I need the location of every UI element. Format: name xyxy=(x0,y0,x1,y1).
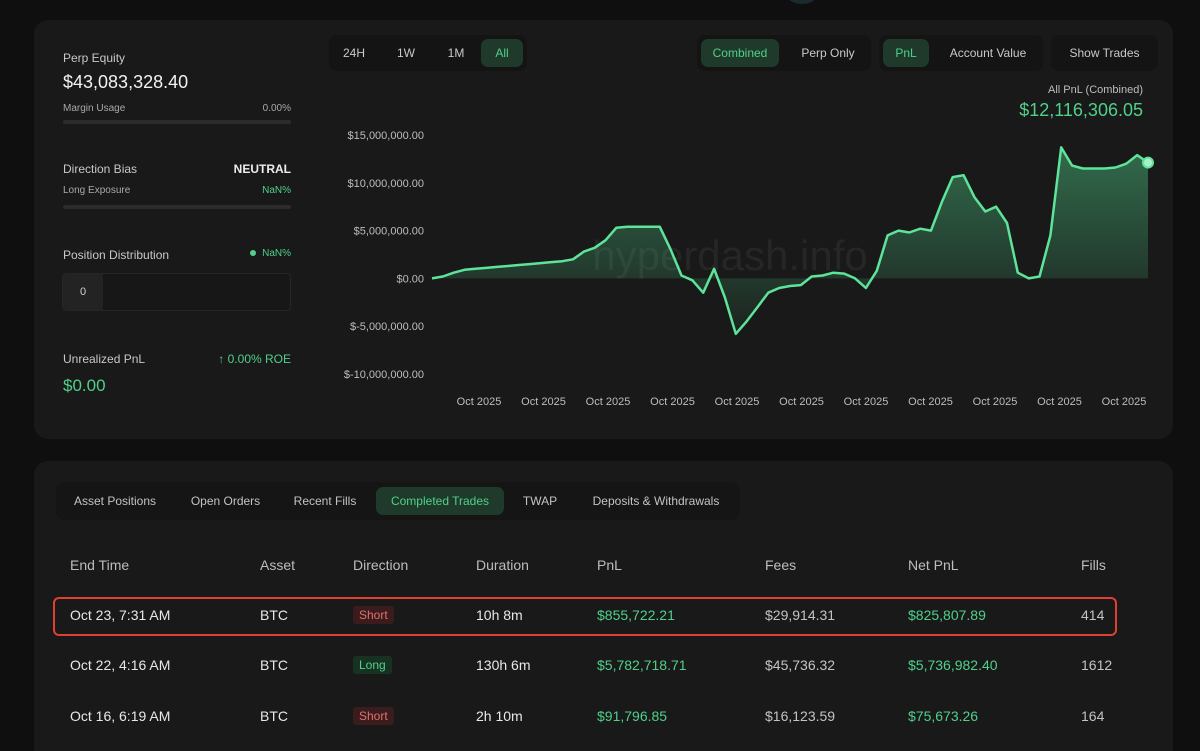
x-tick-label: Oct 2025 xyxy=(650,396,695,408)
y-tick-label: $-5,000,000.00 xyxy=(350,321,424,333)
cell-asset: BTC xyxy=(260,607,288,623)
col-direction[interactable]: Direction xyxy=(353,557,409,573)
cell-pnl: $5,782,718.71 xyxy=(597,657,687,673)
cell-duration: 10h 8m xyxy=(476,607,523,623)
show-trades-button[interactable]: Show Trades xyxy=(1069,46,1140,60)
top-avatar-edge xyxy=(780,0,824,4)
long-exposure-bar xyxy=(63,205,291,209)
metric-selector: PnL Account Value xyxy=(879,35,1043,71)
cell-pnl: $855,722.21 xyxy=(597,607,675,623)
tab-open-orders[interactable]: Open Orders xyxy=(190,494,261,508)
mode-combined-button[interactable]: Combined xyxy=(701,39,779,67)
direction-bias-label: Direction Bias xyxy=(63,162,138,176)
unrealized-pnl-label: Unrealized PnL xyxy=(63,352,146,366)
mode-perp-only-button[interactable]: Perp Only xyxy=(801,46,855,60)
cell-pnl: $91,796.85 xyxy=(597,708,668,724)
tab-completed-trades[interactable]: Completed Trades xyxy=(376,487,504,515)
metric-account-value-button[interactable]: Account Value xyxy=(949,46,1027,60)
cell-end-time: Oct 23, 7:31 AM xyxy=(70,607,171,623)
cell-fees: $45,736.32 xyxy=(765,657,836,673)
cell-fills: 164 xyxy=(1081,708,1105,724)
margin-usage-value: 0.00% xyxy=(262,103,291,114)
direction-badge: Long xyxy=(353,656,392,674)
unrealized-pnl-value: $0.00 xyxy=(63,376,106,395)
cell-end-time: Oct 16, 6:19 AM xyxy=(70,708,171,724)
show-trades-wrapper: Show Trades xyxy=(1051,35,1158,71)
tab-asset-positions[interactable]: Asset Positions xyxy=(73,494,157,508)
cell-fees: $29,914.31 xyxy=(765,607,836,623)
cell-asset: BTC xyxy=(260,708,288,724)
mode-selector: Combined Perp Only xyxy=(697,35,871,71)
direction-badge: Short xyxy=(353,606,394,624)
cell-duration: 130h 6m xyxy=(476,657,531,673)
tab-deposits-withdrawals[interactable]: Deposits & Withdrawals xyxy=(592,494,720,508)
pnl-area xyxy=(432,147,1148,334)
y-tick-label: $-10,000,000.00 xyxy=(344,369,424,381)
long-exposure-value: NaN% xyxy=(262,185,291,196)
y-tick-label: $5,000,000.00 xyxy=(354,226,424,238)
direction-bias-value: NEUTRAL xyxy=(233,162,291,176)
col-fills[interactable]: Fills xyxy=(1081,557,1106,573)
cell-fills: 414 xyxy=(1081,607,1105,623)
col-end-time[interactable]: End Time xyxy=(70,557,130,573)
pnl-line xyxy=(431,146,1149,336)
margin-usage-bar xyxy=(63,120,291,124)
chart-total-value: $12,116,306.05 xyxy=(1019,100,1143,120)
y-tick-label: $0.00 xyxy=(396,273,424,285)
position-distribution-label: Position Distribution xyxy=(63,248,170,262)
x-tick-label: Oct 2025 xyxy=(586,396,631,408)
perp-equity-label: Perp Equity xyxy=(63,51,126,65)
col-asset[interactable]: Asset xyxy=(260,557,296,573)
time-range-selector: 24H 1W 1M All xyxy=(329,35,527,71)
cell-net-pnl: $75,673.26 xyxy=(908,708,979,724)
metric-pnl-button[interactable]: PnL xyxy=(883,39,929,67)
long-exposure-label: Long Exposure xyxy=(63,185,131,196)
trades-tab-bar: Asset Positions Open Orders Recent Fills… xyxy=(56,482,740,520)
x-tick-label: Oct 2025 xyxy=(908,396,953,408)
cell-fills: 1612 xyxy=(1081,657,1113,673)
cell-end-time: Oct 22, 4:16 AM xyxy=(70,657,171,673)
range-all-button[interactable]: All xyxy=(481,39,523,67)
range-24h-button[interactable]: 24H xyxy=(342,46,365,60)
cell-net-pnl: $5,736,982.40 xyxy=(908,657,998,673)
col-pnl[interactable]: PnL xyxy=(597,557,622,573)
col-fees[interactable]: Fees xyxy=(765,557,797,573)
range-1m-button[interactable]: 1M xyxy=(447,46,465,60)
direction-badge: Short xyxy=(353,707,394,725)
x-tick-label: Oct 2025 xyxy=(715,396,760,408)
position-distribution-cell: 0 xyxy=(63,274,103,310)
x-tick-label: Oct 2025 xyxy=(1037,396,1082,408)
cell-net-pnl: $825,807.89 xyxy=(908,607,986,623)
position-distribution-bar: 0 xyxy=(62,273,291,311)
margin-usage-label: Margin Usage xyxy=(63,103,126,114)
perp-equity-value: $43,083,328.40 xyxy=(63,72,189,92)
x-tick-label: Oct 2025 xyxy=(1102,396,1147,408)
cell-asset: BTC xyxy=(260,657,288,673)
position-distribution-text: NaN% xyxy=(262,248,291,259)
x-tick-label: Oct 2025 xyxy=(973,396,1018,408)
x-axis: Oct 2025 Oct 2025 Oct 2025 Oct 2025 Oct 2025… xyxy=(457,396,1147,408)
chart-title: All PnL (Combined) xyxy=(1048,84,1143,96)
status-dot-icon xyxy=(250,250,257,257)
y-axis: $15,000,000.00 $10,000,000.00 $5,000,000.0… xyxy=(344,130,424,381)
pnl-endpoint-marker[interactable] xyxy=(1142,156,1154,169)
range-1w-button[interactable]: 1W xyxy=(397,46,415,60)
pnl-chart: hyperdash.info $15,000,000.00$10,000,000… xyxy=(344,130,1154,408)
unrealized-roe: ↑ 0.00% ROE xyxy=(218,352,291,366)
row-highlight-box xyxy=(53,597,1117,636)
y-tick-label: $15,000,000.00 xyxy=(348,130,424,142)
col-net-pnl[interactable]: Net PnL xyxy=(908,557,959,573)
cell-fees: $16,123.59 xyxy=(765,708,836,724)
cell-duration: 2h 10m xyxy=(476,708,523,724)
tab-twap[interactable]: TWAP xyxy=(522,494,558,508)
x-tick-label: Oct 2025 xyxy=(457,396,502,408)
x-tick-label: Oct 2025 xyxy=(521,396,566,408)
position-distribution-value: NaN% xyxy=(230,248,291,259)
tab-recent-fills[interactable]: Recent Fills xyxy=(293,494,357,508)
col-duration[interactable]: Duration xyxy=(476,557,529,573)
y-tick-label: $10,000,000.00 xyxy=(348,178,424,190)
x-tick-label: Oct 2025 xyxy=(779,396,824,408)
x-tick-label: Oct 2025 xyxy=(844,396,889,408)
